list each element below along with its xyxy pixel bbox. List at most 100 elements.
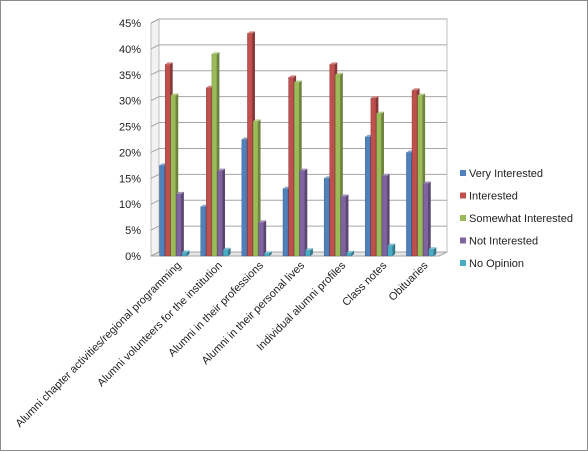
bar	[176, 191, 184, 257]
bar-top-face	[370, 96, 379, 99]
bar	[222, 247, 231, 257]
legend: Very Interested Interested Somewhat Intere…	[460, 168, 573, 270]
bar-front-face	[252, 121, 259, 257]
gridline	[150, 122, 447, 128]
bar	[428, 247, 437, 257]
legend-item: No Opinion	[460, 258, 524, 270]
bar-front-face	[346, 252, 352, 257]
bar-front-face	[264, 253, 270, 257]
bar-top-face	[294, 80, 302, 83]
y-tick-label: 10%	[119, 199, 141, 211]
bar-front-face	[340, 196, 347, 257]
bar-top-face	[223, 247, 231, 250]
side-wall	[150, 18, 160, 257]
legend-label: Not Interested	[469, 236, 538, 248]
bar	[264, 251, 272, 257]
y-tick-label: 40%	[119, 44, 141, 56]
bar-top-face	[423, 181, 431, 184]
bar-top-face	[299, 168, 308, 171]
bar-top-face	[335, 72, 343, 75]
bar-top-face	[412, 88, 420, 91]
legend-item: Not Interested	[460, 236, 538, 248]
bar-top-face	[340, 194, 349, 197]
bar-top-face	[165, 62, 173, 65]
gridline	[150, 70, 447, 76]
bar-side-face	[186, 250, 190, 256]
x-category-label: Obituaries	[387, 259, 431, 303]
bar	[340, 194, 349, 257]
bar-top-face	[376, 111, 384, 114]
bar	[346, 250, 355, 257]
bar-side-face	[269, 251, 272, 256]
gridline	[150, 225, 447, 231]
bar-front-face	[176, 193, 182, 257]
y-tick-label: 25%	[119, 122, 141, 134]
bar-front-face	[423, 183, 429, 257]
bar-top-face	[247, 31, 255, 34]
bar-side-face	[304, 168, 308, 256]
bar-top-face	[346, 250, 355, 253]
bar-top-face	[258, 220, 267, 223]
bar-side-face	[228, 247, 231, 256]
bar-front-face	[365, 136, 371, 257]
bar-front-face	[222, 249, 229, 257]
bar-front-face	[417, 95, 423, 257]
legend-item: Interested	[460, 191, 518, 203]
x-axis-category-labels: Alumni chapter activities/regional progr…	[14, 259, 431, 430]
legend-swatch	[460, 237, 466, 244]
bar-top-face	[176, 191, 184, 194]
legend-swatch	[460, 192, 466, 199]
bar	[258, 220, 267, 257]
bars	[159, 31, 437, 257]
bar-front-face	[211, 53, 218, 257]
bar-side-face	[387, 173, 390, 256]
gridline	[150, 44, 447, 50]
legend-item: Very Interested	[460, 168, 543, 180]
bar-top-face	[382, 173, 390, 176]
bar-front-face	[381, 175, 388, 257]
bar-side-face	[222, 168, 226, 256]
bar	[181, 250, 190, 257]
legend-label: Interested	[469, 191, 518, 203]
gridlines	[150, 18, 447, 257]
bar-front-face	[282, 188, 289, 257]
bar-side-face	[392, 243, 396, 256]
bar	[423, 181, 431, 257]
bar-front-face	[159, 165, 165, 257]
gridline	[150, 147, 447, 153]
bar-front-face	[200, 206, 206, 257]
bar-front-face	[288, 77, 294, 257]
bar	[217, 168, 226, 257]
bar-front-face	[164, 64, 171, 257]
bar-front-face	[294, 82, 300, 257]
bar	[299, 168, 308, 257]
y-tick-label: 0%	[125, 251, 141, 263]
bar-top-face	[305, 248, 313, 251]
gridline	[150, 18, 447, 24]
bar-front-face	[217, 170, 223, 257]
legend-swatch	[460, 215, 466, 221]
bar-side-face	[181, 191, 184, 256]
x-category-label: Alumni chapter activities/regional progr…	[14, 260, 184, 430]
bar	[387, 243, 396, 257]
bar-front-face	[335, 74, 341, 257]
legend-item: Somewhat Interested	[460, 213, 573, 225]
bar-top-face	[329, 62, 338, 65]
bar-top-face	[417, 93, 426, 96]
legend-label: No Opinion	[469, 258, 524, 270]
bar-front-face	[181, 252, 188, 257]
legend-label: Very Interested	[469, 168, 543, 180]
y-axis-tick-labels: 0% 5% 10% 15% 20% 25% 30% 35% 40% 45%	[119, 18, 141, 263]
bar-top-face	[170, 93, 179, 96]
bar-top-face	[387, 243, 396, 246]
bar-front-face	[406, 152, 412, 257]
bar-front-face	[206, 87, 212, 257]
gridline	[150, 199, 447, 205]
bar-top-face	[288, 75, 297, 78]
bar	[381, 173, 390, 257]
y-tick-label: 35%	[119, 70, 141, 82]
bar-front-face	[329, 64, 335, 257]
bar-front-face	[170, 95, 176, 257]
bar-top-face	[181, 250, 190, 253]
y-tick-label: 15%	[119, 173, 141, 185]
